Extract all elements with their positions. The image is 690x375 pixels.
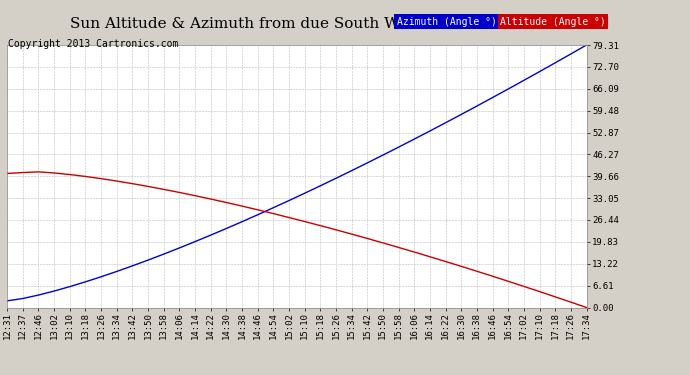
Text: Copyright 2013 Cartronics.com: Copyright 2013 Cartronics.com [8,39,179,50]
Text: Sun Altitude & Azimuth from due South Wed Feb 27 17:36: Sun Altitude & Azimuth from due South We… [70,17,524,31]
Text: Azimuth (Angle °): Azimuth (Angle °) [397,17,497,27]
Text: Altitude (Angle °): Altitude (Angle °) [500,17,606,27]
